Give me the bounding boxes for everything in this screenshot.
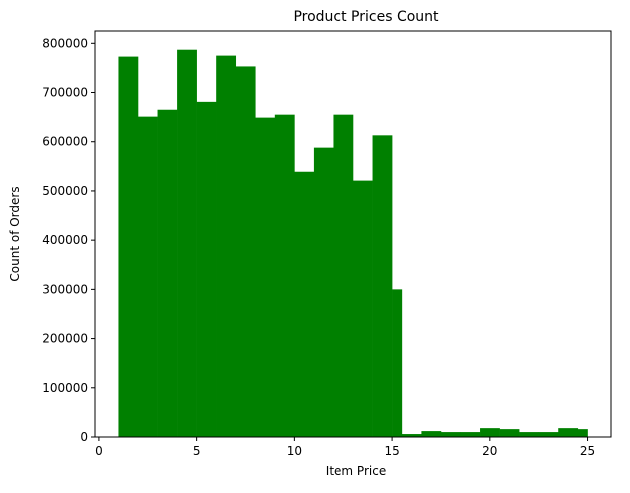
histogram-bar-19 bbox=[480, 428, 500, 437]
histogram-bar-15 bbox=[401, 434, 422, 437]
histogram-bar-12 bbox=[353, 180, 373, 437]
x-tick-label-1: 5 bbox=[193, 444, 201, 458]
chart-title: Product Prices Count bbox=[293, 9, 439, 25]
histogram-bar-8 bbox=[274, 114, 295, 437]
histogram-bar-11 bbox=[333, 114, 354, 437]
x-axis-ticks: 0 5 10 15 20 25 bbox=[95, 437, 595, 458]
histogram-bar-7 bbox=[255, 117, 276, 437]
y-tick-label-1: 100000 bbox=[42, 381, 88, 395]
x-tick-label-2: 10 bbox=[287, 444, 302, 458]
x-tick-label-5: 25 bbox=[580, 444, 595, 458]
histogram-bar-24 bbox=[577, 429, 588, 437]
histogram-bar-2 bbox=[157, 109, 178, 438]
x-tick-label-0: 0 bbox=[95, 444, 103, 458]
histogram-bar-17 bbox=[440, 432, 461, 437]
y-tick-label-2: 200000 bbox=[42, 332, 88, 346]
bars-group bbox=[118, 49, 588, 438]
y-tick-label-6: 600000 bbox=[42, 135, 88, 149]
histogram-bar-14 bbox=[392, 289, 403, 437]
histogram-bar-5 bbox=[216, 55, 237, 438]
histogram-bar-6 bbox=[235, 66, 256, 437]
plot-frame bbox=[94, 30, 612, 438]
histogram-bar-18 bbox=[460, 432, 481, 437]
y-axis-label: Count of Orders bbox=[8, 186, 22, 281]
histogram-bar-9 bbox=[294, 171, 315, 437]
histogram-bar-4 bbox=[196, 101, 217, 438]
histogram-bar-3 bbox=[177, 49, 197, 437]
x-tick-label-4: 20 bbox=[482, 444, 497, 458]
y-tick-label-7: 700000 bbox=[42, 86, 88, 100]
histogram-bar-1 bbox=[138, 116, 158, 437]
y-axis-ticks: 0 100000 200000 300000 400000 500000 600000 700… bbox=[42, 36, 95, 444]
y-tick-label-3: 300000 bbox=[42, 282, 88, 296]
histogram-bar-0 bbox=[118, 56, 139, 437]
y-tick-label-8: 800000 bbox=[42, 36, 88, 50]
histogram-bar-23 bbox=[558, 428, 579, 437]
histogram-bar-22 bbox=[538, 432, 559, 437]
x-axis-label: Item Price bbox=[326, 464, 386, 478]
y-tick-label-5: 500000 bbox=[42, 184, 88, 198]
histogram-bar-20 bbox=[499, 429, 520, 437]
y-tick-label-4: 400000 bbox=[42, 233, 88, 247]
histogram-bar-16 bbox=[421, 431, 442, 437]
x-tick-label-3: 15 bbox=[384, 444, 399, 458]
y-tick-label-0: 0 bbox=[80, 430, 88, 444]
histogram-bar-21 bbox=[519, 432, 539, 437]
histogram-bar-10 bbox=[313, 147, 334, 437]
histogram-bar-13 bbox=[372, 135, 393, 437]
